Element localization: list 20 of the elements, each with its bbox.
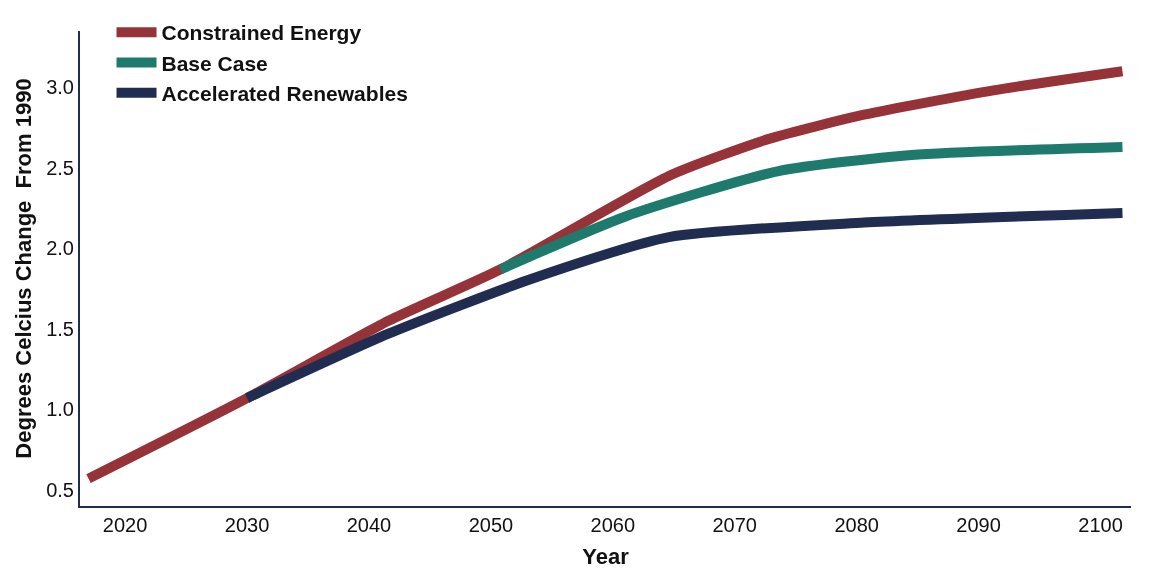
x-tick-label: 2080 xyxy=(834,514,879,536)
y-tick-label: 2.5 xyxy=(46,156,74,179)
legend-label: Accelerated Renewables xyxy=(161,81,408,105)
y-tick-label: 3.0 xyxy=(46,76,74,99)
x-tick-label: 2060 xyxy=(590,514,636,536)
y-tick-label: 0.5 xyxy=(46,478,74,501)
x-tick-label: 2100 xyxy=(1078,514,1123,536)
legend-label: Base Case xyxy=(161,51,268,75)
y-axis-title: Degrees Celcius Change From 1990 xyxy=(11,78,37,459)
y-tick-label: 2.0 xyxy=(46,237,74,260)
x-tick-label: 2070 xyxy=(712,514,757,536)
legend-label: Constrained Energy xyxy=(161,21,362,45)
x-tick-label: 2050 xyxy=(468,514,514,536)
y-tick-label: 1.5 xyxy=(46,317,74,340)
x-tick-label: 2090 xyxy=(956,514,1001,536)
x-tick-label: 2030 xyxy=(224,514,270,536)
x-tick-label: 2040 xyxy=(346,514,392,536)
x-tick-label: 2020 xyxy=(102,514,148,536)
y-tick-label: 1.0 xyxy=(46,398,74,421)
x-axis-title: Year xyxy=(582,544,630,570)
